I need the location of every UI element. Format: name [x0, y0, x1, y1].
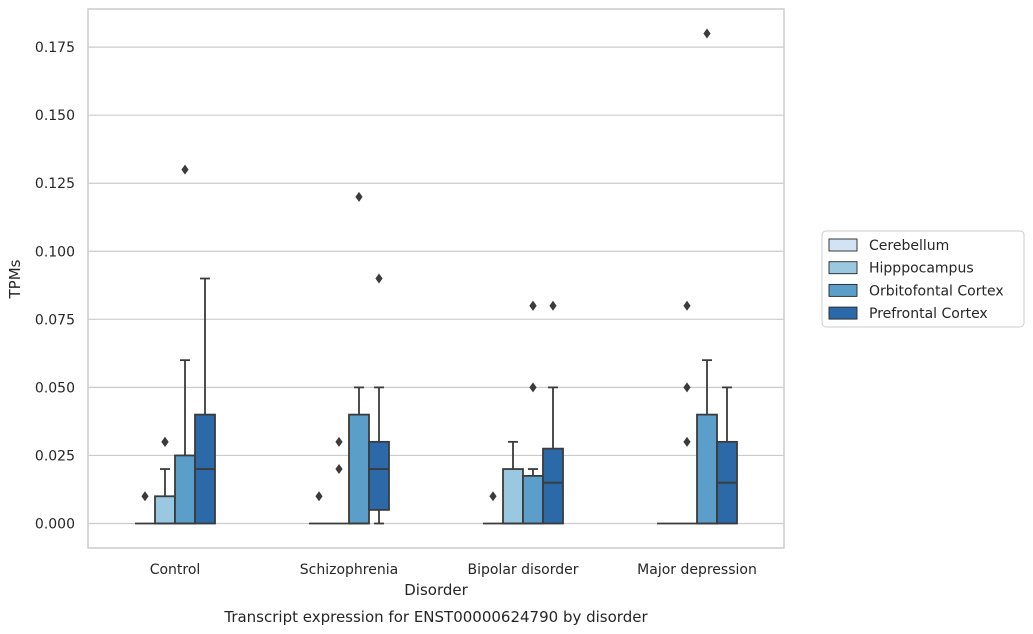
- legend: Cerebellum Hipppocampus Orbitofontal Corte…: [821, 230, 1025, 328]
- y-tick-label: 0.175: [35, 40, 75, 56]
- outlier-point: [529, 382, 537, 393]
- box-cerebellum: [135, 491, 155, 525]
- box-orbitofontal-cortex: [696, 28, 718, 525]
- outlier-point: [683, 300, 691, 311]
- box-body: [154, 495, 176, 525]
- box-cerebellum: [309, 491, 329, 525]
- box-prefrontal-cortex: [716, 386, 738, 525]
- legend-swatch: [828, 238, 858, 252]
- outlier-point: [683, 382, 691, 393]
- box-body: [368, 440, 390, 511]
- outlier-point: [141, 491, 149, 502]
- y-tick-label: 0.025: [35, 448, 75, 464]
- legend-frame: [821, 230, 1025, 328]
- y-axis-ticks: 0.000 0.025 0.050 0.075 0.100 0.125 0.150 0.175: [35, 40, 75, 532]
- outlier-point: [335, 436, 343, 447]
- legend-swatch: [828, 306, 858, 320]
- plot-marks: [135, 28, 738, 525]
- legend-swatch: [828, 283, 858, 297]
- box-prefrontal-cortex: [368, 273, 390, 525]
- box-body: [542, 447, 564, 525]
- chart-caption: Transcript expression for ENST0000062479…: [223, 608, 648, 626]
- plot-frame: [87, 8, 785, 549]
- box-body: [502, 468, 524, 525]
- y-tick-label: 0.050: [35, 380, 75, 396]
- y-axis-label: TPMs: [6, 259, 24, 299]
- box-orbitofontal-cortex: [348, 191, 370, 525]
- legend-label: Hipppocampus: [869, 261, 974, 277]
- box-prefrontal-cortex: [194, 277, 216, 525]
- box-body: [522, 474, 544, 525]
- legend-label: Cerebellum: [869, 238, 949, 254]
- x-tick-label: Control: [150, 562, 201, 578]
- y-tick-label: 0.125: [35, 176, 75, 192]
- y-tick-label: 0.100: [35, 244, 75, 260]
- outlier-point: [549, 300, 557, 311]
- outlier-point: [355, 191, 363, 202]
- box-body: [696, 413, 718, 525]
- box-hipppocampus: [329, 436, 349, 525]
- legend-label: Prefrontal Cortex: [869, 306, 988, 322]
- box-orbitofontal-cortex: [522, 300, 544, 525]
- x-tick-label: Bipolar disorder: [467, 562, 578, 578]
- outlier-point: [683, 436, 691, 447]
- legend-label: Orbitofontal Cortex: [869, 283, 1004, 299]
- box-hipppocampus: [677, 300, 697, 525]
- outlier-point: [335, 464, 343, 475]
- box-orbitofontal-cortex: [174, 164, 196, 525]
- y-tick-label: 0.075: [35, 312, 75, 328]
- outlier-point: [375, 273, 383, 284]
- x-tick-label: Schizophrenia: [300, 562, 398, 578]
- outlier-point: [529, 300, 537, 311]
- x-axis-ticks: Control Schizophrenia Bipolar disorder Majo…: [150, 562, 757, 578]
- box-prefrontal-cortex: [542, 300, 564, 525]
- outlier-point: [703, 28, 711, 39]
- gridlines: [88, 46, 784, 525]
- legend-swatch: [828, 261, 858, 275]
- y-tick-label: 0.000: [35, 517, 75, 533]
- box-hipppocampus: [154, 436, 176, 525]
- box-hipppocampus: [502, 440, 524, 525]
- box-body: [348, 413, 370, 525]
- outlier-point: [315, 491, 323, 502]
- x-tick-label: Major depression: [637, 562, 757, 578]
- outlier-point: [489, 491, 497, 502]
- outlier-point: [161, 436, 169, 447]
- box-body: [174, 454, 196, 525]
- box-cerebellum: [483, 491, 503, 525]
- x-axis-label: Disorder: [404, 581, 468, 599]
- y-tick-label: 0.150: [35, 108, 75, 124]
- outlier-point: [181, 164, 189, 175]
